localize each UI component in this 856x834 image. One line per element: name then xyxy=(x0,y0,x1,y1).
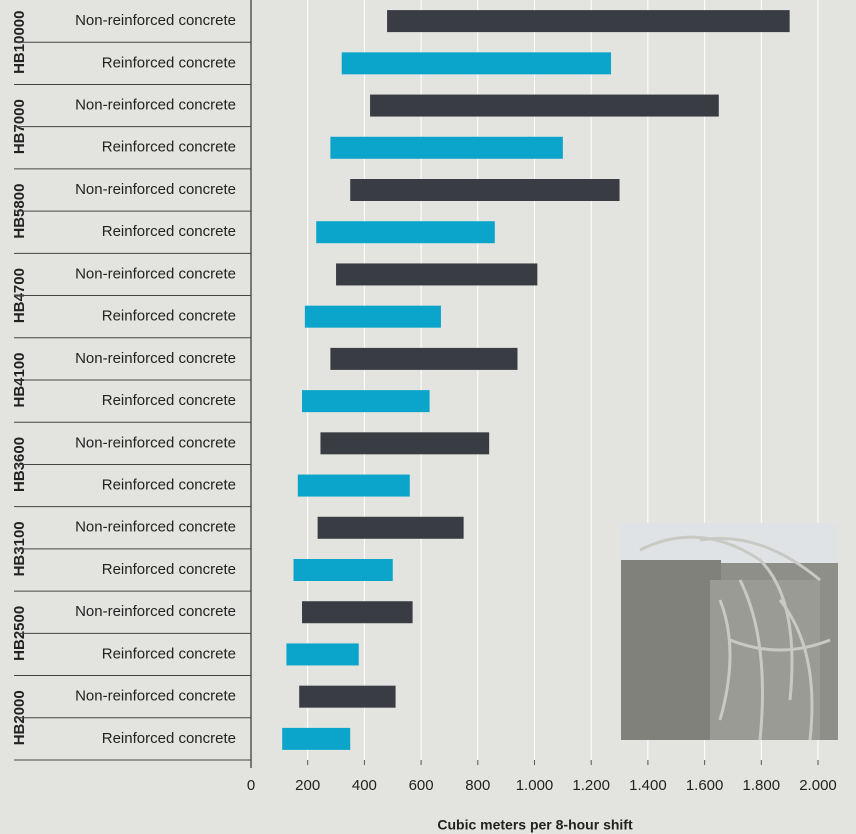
row-label: Reinforced concrete xyxy=(102,477,236,494)
bar xyxy=(330,347,518,370)
row-label: Non-reinforced concrete xyxy=(75,603,236,620)
bar xyxy=(317,516,464,539)
row-label: Reinforced concrete xyxy=(102,139,236,156)
row-label: Non-reinforced concrete xyxy=(75,181,236,198)
bar xyxy=(304,305,441,328)
row-label: Reinforced concrete xyxy=(102,730,236,747)
row-label: Reinforced concrete xyxy=(102,392,236,409)
row-label: Reinforced concrete xyxy=(102,561,236,578)
bar xyxy=(336,263,538,286)
bar xyxy=(330,136,563,159)
x-tick-label: 0 xyxy=(247,777,255,794)
row-label: Non-reinforced concrete xyxy=(75,12,236,29)
row-label: Non-reinforced concrete xyxy=(75,97,236,114)
x-axis-title: Cubic meters per 8-hour shift xyxy=(437,817,633,833)
bar xyxy=(297,474,410,497)
row-label: Reinforced concrete xyxy=(102,54,236,71)
x-tick-label: 600 xyxy=(409,777,434,794)
bar xyxy=(302,601,413,624)
bar xyxy=(286,643,359,666)
x-tick-label: 1.000 xyxy=(516,777,554,794)
row-label: Reinforced concrete xyxy=(102,308,236,325)
row-label: Reinforced concrete xyxy=(102,645,236,662)
bar xyxy=(316,221,495,244)
bar xyxy=(341,52,612,75)
bar xyxy=(282,727,351,750)
x-tick-label: 200 xyxy=(295,777,320,794)
x-tick-label: 1.400 xyxy=(629,777,667,794)
row-label: Non-reinforced concrete xyxy=(75,265,236,282)
x-tick-label: 800 xyxy=(465,777,490,794)
bar xyxy=(387,10,790,33)
x-tick-label: 2.000 xyxy=(799,777,837,794)
bar xyxy=(293,559,393,581)
bar xyxy=(299,685,396,708)
row-label: Non-reinforced concrete xyxy=(75,688,236,705)
bar xyxy=(370,94,719,117)
row-label: Reinforced concrete xyxy=(102,223,236,240)
x-tick-label: 1.800 xyxy=(743,777,781,794)
bar xyxy=(302,390,430,413)
row-label: Non-reinforced concrete xyxy=(75,350,236,367)
x-tick-label: 1.200 xyxy=(572,777,610,794)
row-label: Non-reinforced concrete xyxy=(75,519,236,536)
bar xyxy=(350,179,620,201)
photo xyxy=(621,523,838,741)
x-tick-label: 400 xyxy=(352,777,377,794)
x-tick-label: 1.600 xyxy=(686,777,724,794)
bar xyxy=(320,432,490,455)
row-label: Non-reinforced concrete xyxy=(75,434,236,451)
